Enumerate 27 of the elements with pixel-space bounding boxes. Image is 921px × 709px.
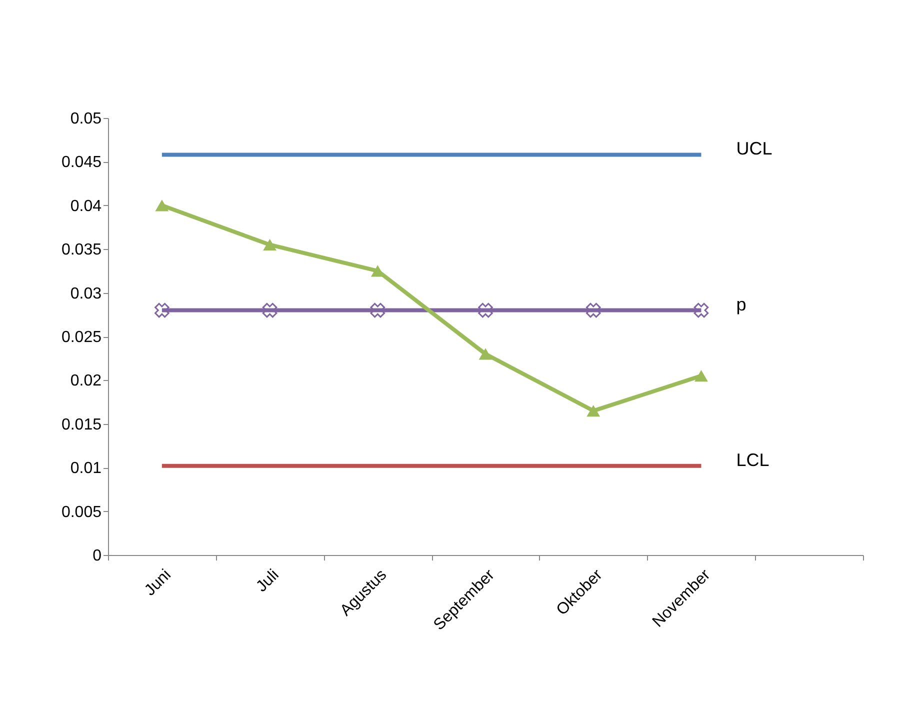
point — [478, 302, 493, 318]
point — [478, 348, 492, 360]
x-tick-label: Juli — [253, 566, 282, 596]
y-tick-label: 0.035 — [61, 242, 102, 259]
point — [370, 302, 386, 318]
point — [586, 404, 600, 417]
point — [694, 302, 709, 318]
series-label: p — [736, 294, 746, 314]
point — [263, 238, 276, 251]
y-tick-label: 0.02 — [70, 372, 102, 390]
point — [370, 265, 384, 277]
y-tick-label: 0.05 — [70, 110, 102, 128]
point — [694, 370, 708, 382]
y-tick-label: 0.025 — [61, 329, 102, 346]
y-tick-label: 0 — [92, 548, 102, 564]
series-label: UCL — [736, 138, 772, 159]
y-tick-label: 0.03 — [70, 285, 102, 302]
point — [586, 302, 601, 318]
y-tick-label: 0.015 — [61, 416, 102, 434]
y-tick-label: 0.01 — [70, 460, 102, 478]
y-tick-label: 0.045 — [61, 154, 102, 172]
point — [154, 302, 170, 318]
y-tick-label: 0.04 — [70, 198, 102, 215]
point — [155, 200, 169, 212]
point — [262, 302, 278, 318]
series-label: LCL — [736, 450, 770, 470]
y-tick-label: 0.005 — [61, 504, 102, 521]
